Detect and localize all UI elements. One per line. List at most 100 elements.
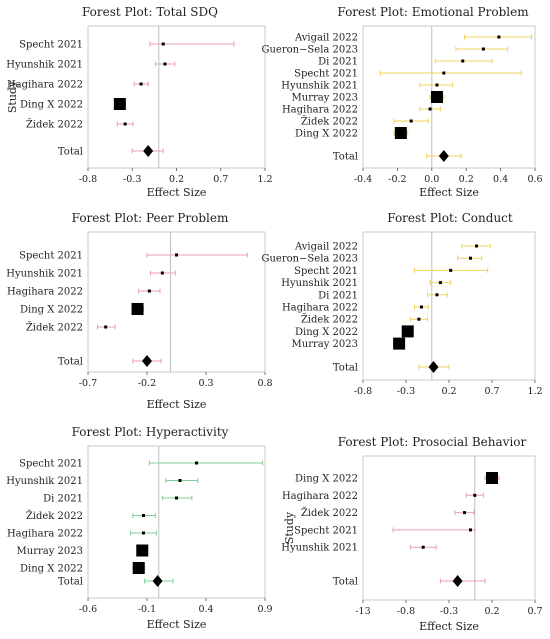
effect-size-marker (161, 42, 165, 46)
study-label: Hyunshik 2021 (6, 476, 83, 487)
x-tick-label: -0.8 (79, 174, 97, 185)
x-tick-label: 0.4 (493, 174, 508, 185)
effect-size-marker (461, 59, 465, 63)
study-label: Židek 2022 (26, 322, 83, 334)
study-label: Hyunshik 2021 (281, 543, 358, 554)
study-label: Specht 2021 (19, 40, 83, 51)
study-label: Hagihara 2022 (7, 80, 83, 91)
x-tick-label: 0.2 (459, 174, 474, 185)
effect-size-marker (481, 47, 485, 51)
effect-size-marker (123, 122, 127, 126)
effect-size-marker (462, 511, 466, 515)
x-tick-label: 0.2 (484, 606, 499, 617)
study-label: Hyunshik 2021 (6, 60, 83, 71)
study-label: Di 2021 (318, 57, 358, 68)
effect-size-marker (132, 562, 145, 574)
total-diamond-marker (142, 355, 152, 367)
study-label: Ding X 2022 (295, 129, 358, 140)
x-tick-label: -0.1 (138, 604, 156, 615)
study-label: Murray 2023 (292, 93, 358, 104)
study-label: Murray 2023 (292, 339, 358, 350)
total-label: Total (333, 363, 358, 374)
effect-size-marker (195, 461, 199, 465)
plot-area-frame (87, 231, 266, 373)
study-label: Specht 2021 (294, 525, 358, 536)
x-axis-label: Effect Size (419, 620, 479, 633)
study-label: Hagihara 2022 (7, 287, 83, 298)
effect-size-marker (393, 337, 406, 350)
x-tick-label: -0.4 (354, 174, 372, 185)
effect-size-marker (486, 472, 498, 484)
total-label: Total (58, 577, 83, 588)
effect-size-marker (178, 479, 182, 482)
effect-size-marker (163, 62, 167, 66)
total-diamond-marker (143, 145, 154, 157)
plot-area-frame (362, 25, 536, 169)
study-label: Gueron−Sela 2023 (261, 254, 358, 265)
chart-title: Forest Plot: Emotional Problem (337, 5, 529, 19)
chart-title: Forest Plot: Conduct (387, 211, 513, 225)
x-tick-label: 0.9 (257, 604, 272, 615)
x-tick-label: 0.0 (424, 174, 439, 185)
effect-size-marker (475, 244, 479, 248)
effect-size-marker (442, 71, 446, 75)
total-label: Total (333, 577, 358, 588)
x-tick-label: -13 (355, 606, 370, 617)
x-tick-label: -0.3 (397, 386, 415, 397)
effect-size-marker (104, 325, 108, 329)
y-axis-label: Study (6, 80, 19, 113)
x-axis-label: Effect Size (147, 186, 207, 199)
x-axis-label: Effect Size (147, 398, 207, 411)
study-label: Hyunshik 2021 (281, 81, 358, 92)
study-label: Židek 2022 (26, 510, 83, 522)
effect-size-marker (147, 289, 151, 293)
x-tick-label: -0.8 (354, 386, 372, 397)
study-label: Ding X 2022 (20, 100, 83, 111)
effect-size-marker (175, 496, 178, 500)
study-label: Avigail 2022 (294, 242, 358, 253)
effect-size-marker (409, 119, 413, 123)
total-diamond-marker (438, 150, 449, 162)
effect-size-marker (175, 253, 178, 257)
y-axis-label: Study (283, 511, 296, 544)
x-axis-label: Effect Size (419, 186, 479, 199)
x-tick-label: 1.2 (257, 174, 272, 185)
effect-size-marker (394, 127, 407, 139)
chart-title: Forest Plot: Hyperactivity (72, 425, 229, 439)
study-label: Ding X 2022 (20, 305, 83, 316)
chart-title: Forest Plot: Total SDQ (82, 5, 218, 19)
x-tick-label: 0.3 (198, 378, 213, 389)
effect-size-marker (141, 531, 145, 535)
study-label: Di 2021 (318, 290, 358, 301)
x-tick-label: 0.7 (484, 386, 499, 397)
study-label: Židek 2022 (301, 507, 358, 519)
x-tick-label: -0.2 (388, 174, 406, 185)
chart-title: Forest Plot: Peer Problem (72, 211, 229, 225)
study-label: Ding X 2022 (295, 327, 358, 338)
study-label: Hagihara 2022 (282, 105, 358, 116)
effect-size-marker (473, 493, 477, 497)
study-label: Specht 2021 (294, 69, 358, 80)
effect-size-marker (428, 107, 432, 111)
study-label: Hyunshik 2021 (281, 278, 358, 289)
total-diamond-marker (452, 575, 463, 587)
chart-title: Forest Plot: Prosocial Behavior (338, 435, 527, 449)
study-label: Specht 2021 (19, 459, 83, 470)
plot-area-frame (362, 455, 536, 601)
study-label: Avigail 2022 (294, 33, 358, 44)
study-label: Specht 2021 (294, 266, 358, 277)
effect-size-marker (469, 256, 472, 260)
effect-size-marker (131, 303, 144, 315)
plot-area-frame (87, 445, 266, 599)
effect-size-marker (113, 98, 126, 110)
study-label: Židek 2022 (301, 314, 358, 326)
total-diamond-marker (152, 575, 163, 587)
effect-size-marker (435, 83, 439, 87)
total-label: Total (333, 152, 358, 163)
study-label: Hyunshik 2021 (6, 269, 83, 280)
x-tick-label: -0.3 (123, 174, 141, 185)
total-label: Total (58, 147, 83, 158)
effect-size-marker (139, 82, 143, 86)
x-tick-label: 1.2 (527, 386, 542, 397)
